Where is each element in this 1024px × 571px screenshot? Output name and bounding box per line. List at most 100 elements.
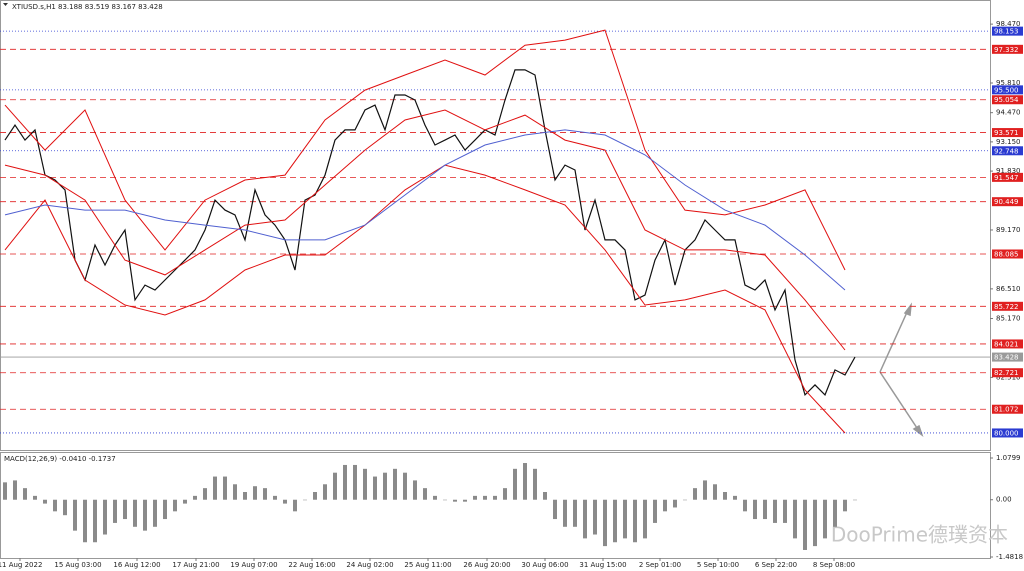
price-line	[4, 69, 856, 397]
macd-bar	[803, 499, 807, 550]
macd-bar	[703, 480, 707, 500]
level-label-box	[992, 85, 1023, 95]
macd-bar	[253, 486, 257, 500]
macd-bar	[453, 499, 457, 502]
macd-bar	[583, 499, 587, 539]
macd-bar	[163, 499, 167, 520]
macd-bar	[263, 488, 267, 500]
level-label-box	[992, 146, 1023, 156]
macd-bar	[473, 495, 477, 500]
macd-bar	[23, 488, 27, 500]
macd-bar	[273, 495, 277, 500]
macd-bar	[293, 499, 297, 512]
macd-bar	[233, 484, 237, 500]
y-tick-label: 85.170	[996, 315, 1021, 323]
macd-bar	[213, 476, 217, 500]
x-tick-label: 2 Sep 01:00	[639, 561, 681, 569]
macd-bar	[673, 499, 677, 508]
macd-bar	[763, 499, 767, 520]
level-label: 84.021	[994, 340, 1019, 348]
level-label: 91.547	[994, 174, 1019, 182]
level-label: 98.153	[994, 28, 1019, 36]
level-label-box	[992, 128, 1023, 138]
level-label-box	[992, 95, 1023, 105]
macd-bar	[653, 499, 657, 523]
x-tick-label: 25 Aug 11:00	[404, 561, 451, 569]
macd-bar	[223, 476, 227, 500]
macd-bar	[33, 495, 37, 500]
macd-bar	[513, 468, 517, 500]
macd-bar	[123, 499, 127, 520]
level-label-box	[992, 404, 1023, 414]
macd-bar	[503, 488, 507, 500]
x-tick-label: 11 Aug 2022	[0, 561, 42, 569]
macd-bar	[133, 499, 137, 527]
macd-bar	[633, 499, 637, 543]
level-label: 80.000	[994, 429, 1019, 437]
x-tick-label: 6 Sep 22:00	[755, 561, 797, 569]
macd-bar	[343, 464, 347, 500]
macd-bar	[663, 499, 667, 512]
macd-bar	[533, 468, 537, 500]
y-tick-label: 86.510	[996, 285, 1021, 293]
macd-bar	[113, 499, 117, 523]
macd-bar	[523, 463, 527, 500]
level-label: 95.500	[994, 86, 1019, 94]
macd-bar	[93, 499, 97, 543]
level-label: 88.085	[994, 250, 1019, 258]
macd-bar	[563, 499, 567, 527]
macd-bar	[203, 488, 207, 500]
level-label-box	[992, 368, 1023, 378]
y-tick-label: 95.810	[996, 79, 1021, 87]
macd-bar	[313, 492, 317, 500]
macd-bar	[593, 499, 597, 535]
macd-bar	[613, 499, 617, 543]
macd-bar	[623, 499, 627, 539]
macd-bar	[463, 499, 467, 502]
macd-bar	[483, 495, 487, 500]
macd-bar	[73, 499, 77, 531]
macd-bar	[3, 482, 7, 500]
level-label-box	[992, 197, 1023, 207]
macd-bar	[423, 488, 427, 500]
level-label-box	[992, 249, 1023, 259]
x-tick-label: 31 Aug 15:00	[579, 561, 626, 569]
macd-bar	[393, 468, 397, 500]
macd-bar	[833, 499, 837, 527]
macd-bar	[443, 499, 447, 501]
y-tick-label: 1.0799	[996, 454, 1021, 462]
macd-bar	[723, 492, 727, 500]
macd-bar	[733, 495, 737, 500]
level-label-box	[992, 339, 1023, 349]
macd-bar	[243, 492, 247, 500]
macd-bar	[753, 499, 757, 520]
level-label: 95.054	[994, 96, 1019, 104]
x-tick-label: 5 Sep 10:00	[697, 561, 739, 569]
macd-bar	[13, 480, 17, 500]
macd-bar	[183, 499, 187, 504]
band-line	[4, 109, 846, 351]
macd-bar	[333, 472, 337, 500]
macd-bar	[143, 499, 147, 531]
macd-bar	[743, 499, 747, 512]
macd-bar	[573, 499, 577, 527]
macd-bar	[793, 499, 797, 539]
x-tick-label: 26 Aug 20:00	[463, 561, 510, 569]
level-label-box	[992, 44, 1023, 54]
macd-bar	[383, 472, 387, 500]
macd-bar	[63, 499, 67, 516]
macd-bar	[693, 488, 697, 500]
macd-bar	[853, 499, 857, 501]
level-label: 83.428	[994, 354, 1019, 362]
macd-bar	[433, 495, 437, 500]
macd-bar	[153, 499, 157, 527]
macd-bar	[323, 484, 327, 500]
x-tick-label: 8 Sep 08:00	[813, 561, 855, 569]
macd-bar	[543, 492, 547, 500]
macd-bar	[403, 472, 407, 500]
level-label: 92.748	[994, 147, 1019, 155]
macd-bar	[303, 499, 307, 501]
level-label: 82.721	[994, 369, 1019, 377]
level-label-box	[992, 428, 1023, 438]
